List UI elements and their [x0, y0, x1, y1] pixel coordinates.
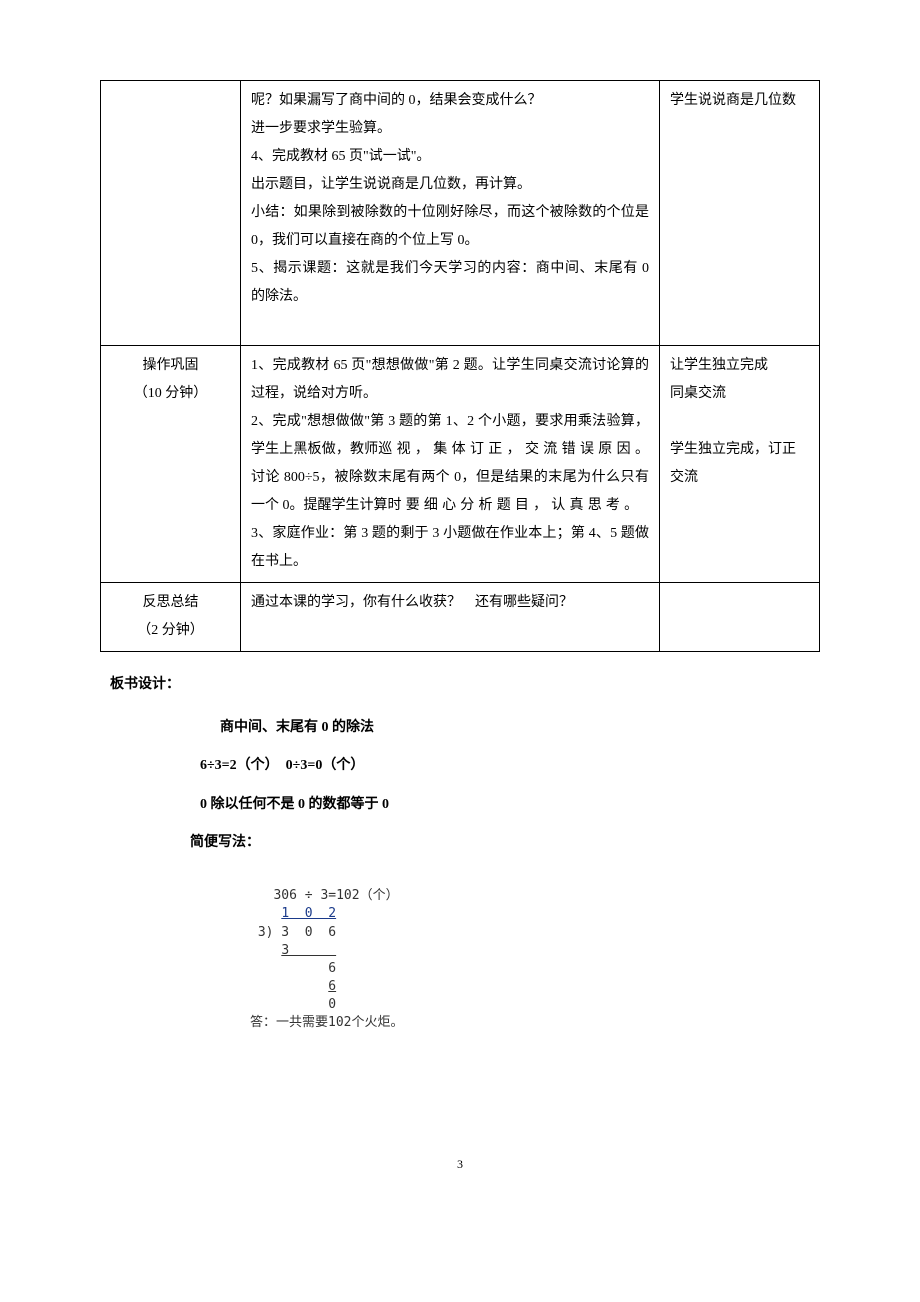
cell-note-1: 学生说说商是几位数 — [660, 81, 820, 346]
text: 让学生独立完成 — [670, 358, 768, 373]
cell-note-3 — [660, 583, 820, 652]
calc-line: 1 0 2 — [250, 906, 336, 921]
text: 同桌交流 — [670, 386, 726, 401]
text: 呢？如果漏写了商中间的 0，结果会变成什么？ — [251, 93, 542, 108]
table-row: 操作巩固 （10 分钟） 1、完成教材 65 页"想想做做"第 2 题。让学生同… — [101, 346, 820, 583]
lesson-table: 呢？如果漏写了商中间的 0，结果会变成什么？ 进一步要求学生验算。 4、完成教材… — [100, 80, 820, 652]
text: 学生独立完成，订正交流 — [670, 442, 796, 485]
text: 5、揭示课题：这就是我们今天学习的内容：商中间、末尾有 0 的除法。 — [251, 261, 649, 304]
text: 学生说说商是几位数 — [670, 93, 796, 108]
text: 通过本课的学习，你有什么收获？ 还有哪些疑问？ — [251, 595, 573, 610]
board-title: 商中间、末尾有 0 的除法 — [220, 715, 820, 742]
text: 2、完成"想想做做"第 3 题的第 1、2 个小题，要求用乘法验算，学生上黑板做… — [251, 414, 649, 513]
text: 进一步要求学生验算。 — [251, 121, 391, 136]
text: 小结：如果除到被除数的十位刚好除尽，而这个被除数的个位是 0，我们可以直接在商的… — [251, 205, 649, 248]
text: （2 分钟） — [137, 623, 204, 638]
calc-line: 6 — [250, 979, 336, 994]
cell-phase-practice: 操作巩固 （10 分钟） — [101, 346, 241, 583]
board-method-label: 简便写法： — [190, 830, 820, 857]
calc-line: 6 — [250, 961, 336, 976]
calc-line: 3 — [250, 943, 336, 958]
board-equation-1: 6÷3=2（个） 0÷3=0（个） — [200, 753, 820, 780]
cell-phase-empty — [101, 81, 241, 346]
text: 1、完成教材 65 页"想想做做"第 2 题。让学生同桌交流讨论算的过程，说给对… — [251, 358, 649, 401]
page-number: 3 — [100, 1153, 820, 1176]
text: 出示题目，让学生说说商是几位数，再计算。 — [251, 177, 531, 192]
calc-line: 0 — [250, 997, 336, 1012]
cell-phase-summary: 反思总结 （2 分钟） — [101, 583, 241, 652]
division-calculation: 306 ÷ 3=102（个） 1 0 2 3) 3 0 6 3 6 6 0 答：… — [250, 869, 820, 1033]
calc-answer: 答：一共需要102个火炬。 — [250, 1015, 403, 1030]
text: 操作巩固 — [143, 358, 199, 373]
board-design-heading: 板书设计： — [110, 672, 820, 699]
cell-content-2: 1、完成教材 65 页"想想做做"第 2 题。让学生同桌交流讨论算的过程，说给对… — [241, 346, 660, 583]
board-rule: 0 除以任何不是 0 的数都等于 0 — [200, 792, 820, 819]
cell-content-3: 通过本课的学习，你有什么收获？ 还有哪些疑问？ — [241, 583, 660, 652]
text: （10 分钟） — [134, 386, 208, 401]
table-row: 呢？如果漏写了商中间的 0，结果会变成什么？ 进一步要求学生验算。 4、完成教材… — [101, 81, 820, 346]
calc-line: 3) 3 0 6 — [250, 925, 336, 940]
cell-content-1: 呢？如果漏写了商中间的 0，结果会变成什么？ 进一步要求学生验算。 4、完成教材… — [241, 81, 660, 346]
calc-line: 306 ÷ 3=102（个） — [250, 888, 399, 903]
text: 反思总结 — [143, 595, 199, 610]
cell-note-2: 让学生独立完成 同桌交流 学生独立完成，订正交流 — [660, 346, 820, 583]
text: 4、完成教材 65 页"试一试"。 — [251, 149, 430, 164]
text: 3、家庭作业：第 3 题的剩于 3 小题做在作业本上；第 4、5 题做在书上。 — [251, 526, 649, 569]
table-row: 反思总结 （2 分钟） 通过本课的学习，你有什么收获？ 还有哪些疑问？ — [101, 583, 820, 652]
